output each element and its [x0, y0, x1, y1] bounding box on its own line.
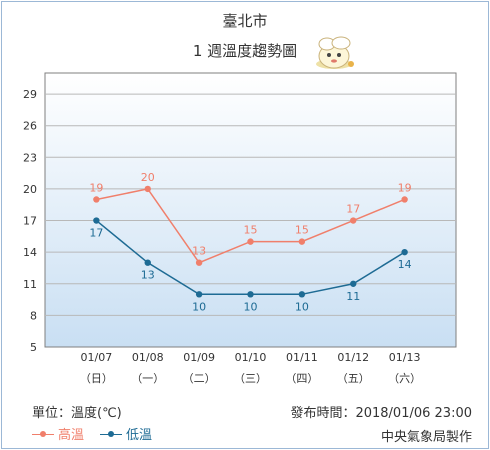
data-point-low	[350, 280, 357, 287]
mascot-icon	[316, 36, 354, 69]
data-label-high: 15	[295, 224, 309, 237]
x-tick-label: 01/10	[235, 351, 267, 364]
unit-label: 單位：溫度(℃)	[32, 406, 122, 421]
y-tick-label: 29	[23, 88, 37, 101]
x-weekday-label: （一）	[131, 372, 164, 385]
x-tick-label: 01/11	[286, 351, 318, 364]
data-label-low: 13	[141, 269, 155, 282]
data-label-high: 20	[141, 171, 155, 184]
data-point-high	[350, 217, 357, 224]
data-label-low: 11	[346, 290, 360, 303]
y-tick-label: 26	[23, 120, 37, 133]
legend-item-low: 低溫	[100, 424, 152, 443]
data-point-high	[144, 185, 151, 193]
data-point-low	[144, 259, 151, 266]
x-weekday-label: （六）	[388, 372, 421, 385]
y-tick-label: 17	[23, 215, 37, 228]
data-point-high	[247, 238, 254, 245]
x-tick-label: 01/09	[183, 351, 215, 364]
credit-text: 中央氣象局製作	[380, 430, 472, 445]
data-point-low	[195, 291, 203, 298]
y-tick-label: 23	[23, 151, 37, 164]
data-label-high: 19	[89, 181, 103, 194]
legend-swatch-high	[32, 429, 54, 439]
y-tick-label: 20	[23, 183, 37, 196]
x-weekday-label: （二）	[183, 372, 216, 385]
x-weekday-label: （日）	[80, 372, 113, 385]
data-label-high: 13	[192, 245, 206, 258]
x-weekday-label: （三）	[234, 372, 267, 385]
data-point-high	[93, 196, 100, 203]
data-point-high	[195, 259, 203, 266]
data-label-low: 17	[89, 227, 103, 240]
data-point-high	[401, 196, 408, 203]
x-tick-label: 01/08	[132, 351, 164, 364]
data-label-high: 15	[244, 224, 258, 237]
data-point-low	[298, 291, 306, 298]
y-tick-label: 8	[30, 309, 37, 322]
x-tick-label: 01/12	[337, 351, 369, 364]
x-tick-label: 01/13	[389, 351, 421, 364]
legend: 高溫 低溫	[32, 424, 168, 443]
legend-label-high: 高溫	[58, 428, 85, 443]
plot-area	[44, 72, 457, 348]
y-tick-label: 14	[23, 246, 37, 259]
data-point-low	[401, 248, 408, 256]
y-tick-label: 11	[23, 278, 37, 291]
data-label-high: 19	[398, 181, 412, 194]
legend-swatch-low	[100, 429, 123, 439]
data-label-low: 14	[398, 258, 412, 271]
data-point-high	[298, 238, 306, 245]
data-point-low	[247, 291, 254, 298]
data-label-low: 10	[244, 300, 258, 313]
data-point-low	[93, 217, 100, 224]
x-weekday-label: （四）	[285, 372, 318, 385]
published-time: 發布時間：2018/01/06 23:00	[290, 406, 472, 421]
x-weekday-label: （五）	[337, 372, 370, 385]
chart-subtitle: 1 週溫度趨勢圖	[192, 42, 298, 60]
data-label-low: 10	[192, 300, 206, 313]
legend-item-high: 高溫	[32, 424, 84, 443]
data-label-low: 10	[295, 300, 309, 313]
city-title: 臺北市	[222, 12, 268, 30]
legend-label-low: 低溫	[126, 428, 153, 443]
data-label-high: 17	[346, 203, 360, 216]
y-tick-label: 5	[30, 341, 37, 354]
x-tick-label: 01/07	[81, 351, 113, 364]
